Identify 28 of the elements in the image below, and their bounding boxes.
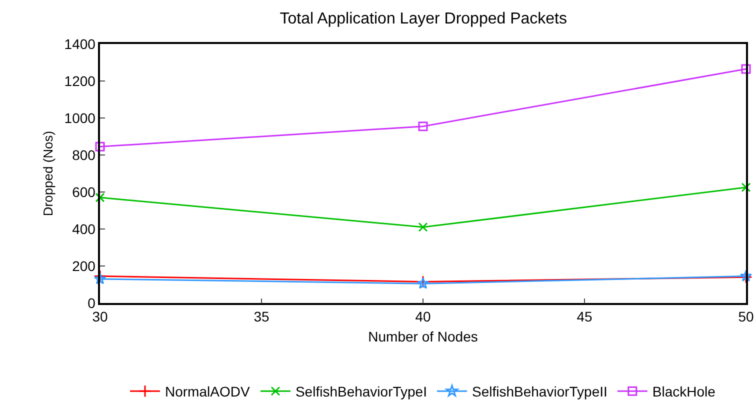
x-axis-title: Number of Nodes (368, 328, 478, 344)
y-tick-label: 400 (72, 220, 96, 237)
y-tick-label: 0 (88, 294, 96, 311)
y-tick-label: 1400 (64, 36, 96, 52)
x-tick-label: 50 (738, 308, 754, 325)
x-tick-label: 45 (576, 308, 592, 325)
legend-label: BlackHole (652, 384, 716, 400)
y-tick-label: 800 (72, 146, 96, 163)
y-axis-title: Dropped (Nos) (40, 130, 56, 216)
y-tick-label: 200 (72, 258, 96, 274)
x-tick-label: 40 (415, 308, 431, 325)
point (95, 142, 105, 152)
y-tick-label: 1000 (64, 110, 96, 126)
y-tick-label: 1200 (64, 72, 96, 89)
legend-label: SelfishBehaviorTypeI (295, 384, 427, 400)
y-tick-label: 600 (72, 184, 96, 200)
point (95, 192, 105, 202)
x-tick-label: 30 (92, 308, 108, 325)
point (418, 222, 428, 232)
legend-label: SelfishBehaviorTypeII (472, 384, 608, 400)
point (418, 122, 428, 132)
x-tick-label: 35 (254, 308, 270, 325)
point (741, 64, 751, 74)
chart-title: Total Application Layer Dropped Packets (280, 10, 567, 28)
point (94, 270, 106, 283)
legend-label: NormalAODV (165, 384, 250, 400)
point (94, 272, 106, 284)
point (741, 182, 751, 192)
